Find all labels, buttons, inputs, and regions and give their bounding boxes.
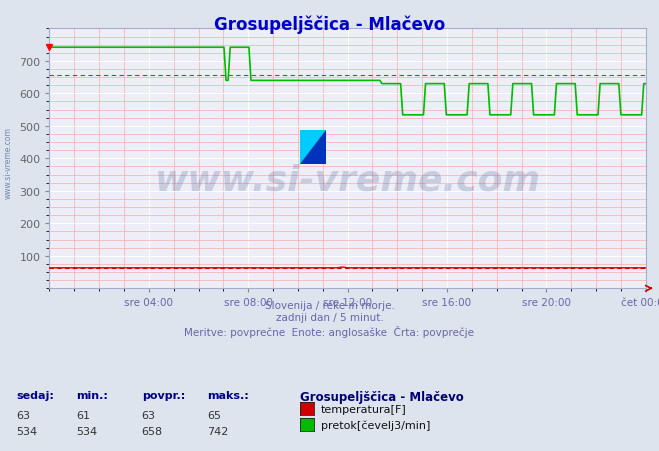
Text: 534: 534 xyxy=(76,426,97,436)
Text: Grosupeljščica - Mlačevo: Grosupeljščica - Mlačevo xyxy=(214,16,445,34)
Text: maks.:: maks.: xyxy=(208,390,249,400)
Text: sedaj:: sedaj: xyxy=(16,390,54,400)
Text: temperatura[F]: temperatura[F] xyxy=(321,404,407,414)
Text: 61: 61 xyxy=(76,410,90,420)
Text: Meritve: povprečne  Enote: anglosaške  Črta: povprečje: Meritve: povprečne Enote: anglosaške Črt… xyxy=(185,325,474,337)
Text: zadnji dan / 5 minut.: zadnji dan / 5 minut. xyxy=(275,313,384,322)
Polygon shape xyxy=(300,131,326,165)
Text: povpr.:: povpr.: xyxy=(142,390,185,400)
Text: Slovenija / reke in morje.: Slovenija / reke in morje. xyxy=(264,300,395,310)
Text: www.si-vreme.com: www.si-vreme.com xyxy=(155,163,540,197)
Text: Grosupeljščica - Mlačevo: Grosupeljščica - Mlačevo xyxy=(300,390,463,403)
Text: 742: 742 xyxy=(208,426,229,436)
Text: www.si-vreme.com: www.si-vreme.com xyxy=(3,126,13,198)
Text: 534: 534 xyxy=(16,426,38,436)
Polygon shape xyxy=(300,131,326,165)
Text: 63: 63 xyxy=(16,410,30,420)
Text: 63: 63 xyxy=(142,410,156,420)
Text: 658: 658 xyxy=(142,426,163,436)
Text: min.:: min.: xyxy=(76,390,107,400)
Text: pretok[čevelj3/min]: pretok[čevelj3/min] xyxy=(321,420,430,431)
Text: 65: 65 xyxy=(208,410,221,420)
